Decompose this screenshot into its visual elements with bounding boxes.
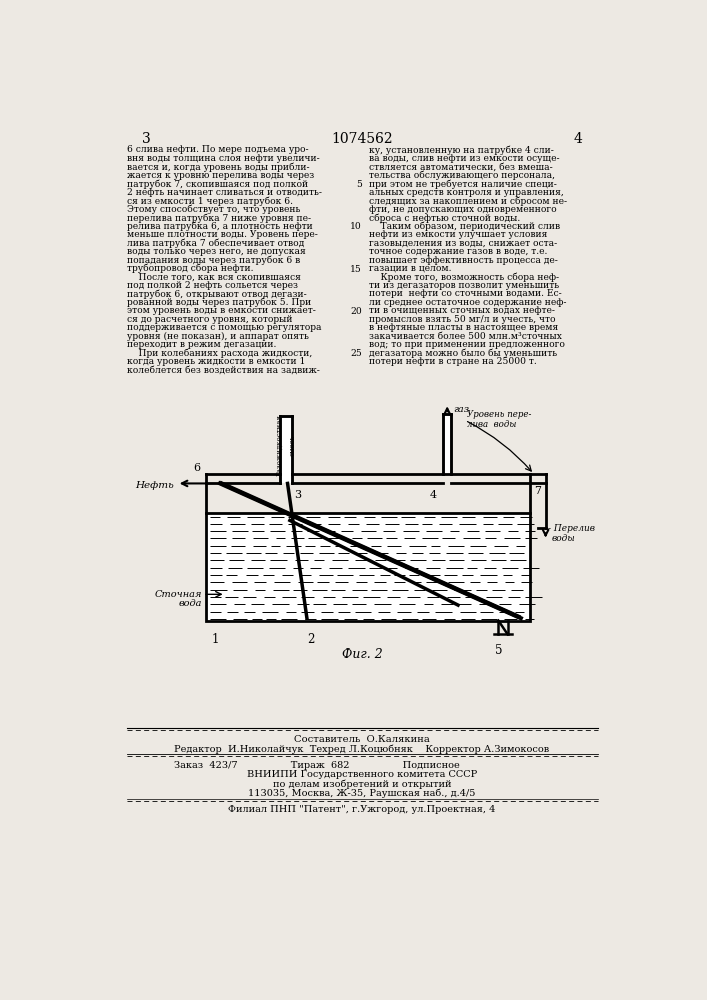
Bar [206, 513, 530, 620]
Text: по делам изобретений и открытий: по делам изобретений и открытий [273, 779, 451, 789]
Text: потери нефти в стране на 25000 т.: потери нефти в стране на 25000 т. [369, 357, 537, 366]
Text: под полкой 2 нефть сольется через: под полкой 2 нефть сольется через [127, 281, 298, 290]
Text: повышает эффективность процесса де-: повышает эффективность процесса де- [369, 256, 558, 265]
Text: 1: 1 [212, 633, 219, 646]
Text: 25: 25 [350, 349, 362, 358]
Text: ти в очищенных сточных водах нефте-: ти в очищенных сточных водах нефте- [369, 306, 555, 315]
Text: патрубок 6, открывают отвод дегази-: патрубок 6, открывают отвод дегази- [127, 289, 307, 299]
Text: рованной воды через патрубок 5. При: рованной воды через патрубок 5. При [127, 298, 311, 307]
Text: воды: воды [552, 534, 575, 543]
Text: Составитель  О.Калякина: Составитель О.Калякина [294, 735, 430, 744]
Text: уровня (не показан), и аппарат опять: уровня (не показан), и аппарат опять [127, 332, 309, 341]
Text: ВНИИПИ Государственного комитета СССР: ВНИИПИ Государственного комитета СССР [247, 770, 477, 779]
Text: Кроме того, возможность сбора неф-: Кроме того, возможность сбора неф- [369, 272, 559, 282]
Text: 5: 5 [496, 644, 503, 657]
Text: 113035, Москва, Ж-35, Раушская наб., д.4/5: 113035, Москва, Ж-35, Раушская наб., д.4… [248, 788, 476, 798]
Text: Заказ  423/7                 Тираж  682                 Подписное: Заказ 423/7 Тираж 682 Подписное [174, 761, 460, 770]
Text: После того, как вся скопившаяся: После того, как вся скопившаяся [127, 272, 301, 281]
Text: вода: вода [179, 599, 202, 608]
Text: вня воды толщина слоя нефти увеличи-: вня воды толщина слоя нефти увеличи- [127, 154, 320, 163]
Bar [443, 414, 451, 474]
Text: 4: 4 [574, 132, 583, 146]
Text: Этому способствует то, что уровень: Этому способствует то, что уровень [127, 205, 300, 214]
Text: потери  нефти со сточными водами. Ес-: потери нефти со сточными водами. Ес- [369, 289, 561, 298]
Text: Филиал ПНП "Патент", г.Ужгород, ул.Проектная, 4: Филиал ПНП "Патент", г.Ужгород, ул.Проек… [228, 805, 496, 814]
Text: 2: 2 [307, 633, 315, 646]
Text: попадания воды через патрубок 6 в: попадания воды через патрубок 6 в [127, 256, 300, 265]
Text: смесь: смесь [289, 435, 297, 456]
Text: 5: 5 [356, 180, 362, 189]
Text: ку, установленную на патрубке 4 сли-: ку, установленную на патрубке 4 сли- [369, 145, 554, 155]
Text: трубопровод сбора нефти.: трубопровод сбора нефти. [127, 264, 254, 273]
Text: При колебаниях расхода жидкости,: При колебаниях расхода жидкости, [127, 349, 312, 358]
Text: 4: 4 [430, 490, 437, 500]
Text: газации в целом.: газации в целом. [369, 264, 452, 273]
Text: сброса с нефтью сточной воды.: сброса с нефтью сточной воды. [369, 213, 520, 223]
Text: дегазатора можно было бы уменьшить: дегазатора можно было бы уменьшить [369, 349, 557, 358]
Text: 15: 15 [350, 265, 362, 274]
Text: когда уровень жидкости в емкости 1: когда уровень жидкости в емкости 1 [127, 357, 305, 366]
Text: ти из дегазаторов позволит уменьшить: ти из дегазаторов позволит уменьшить [369, 281, 559, 290]
Text: ствляется автоматически, без вмеша-: ствляется автоматически, без вмеша- [369, 162, 553, 171]
Text: точное содержание газов в воде, т.е.: точное содержание газов в воде, т.е. [369, 247, 547, 256]
Text: промыслов взять 50 мг/л и учесть, что: промыслов взять 50 мг/л и учесть, что [369, 315, 556, 324]
Text: 20: 20 [350, 307, 362, 316]
Text: 6: 6 [193, 463, 200, 473]
Text: вается и, когда уровень воды прибли-: вается и, когда уровень воды прибли- [127, 162, 310, 172]
Text: нефти из емкости улучшает условия: нефти из емкости улучшает условия [369, 230, 547, 239]
Text: лива  воды: лива воды [467, 420, 516, 429]
Text: Сточная: Сточная [155, 590, 202, 599]
Text: ва воды, слив нефти из емкости осуще-: ва воды, слив нефти из емкости осуще- [369, 154, 559, 163]
Text: 1074562: 1074562 [331, 132, 393, 146]
Text: газовыделения из воды, снижает оста-: газовыделения из воды, снижает оста- [369, 239, 557, 248]
Text: - Перелив: - Перелив [548, 524, 595, 533]
Text: тельства обслуживающего персонала,: тельства обслуживающего персонала, [369, 171, 555, 180]
Text: перелива патрубка 7 ниже уровня пе-: перелива патрубка 7 ниже уровня пе- [127, 213, 311, 223]
Text: 3: 3 [142, 132, 151, 146]
Text: фти, не допускающих одновременного: фти, не допускающих одновременного [369, 205, 556, 214]
Text: 2 нефть начинает сливаться и отводить-: 2 нефть начинает сливаться и отводить- [127, 188, 322, 197]
Text: 10: 10 [350, 222, 362, 231]
Text: переходит в режим дегазации.: переходит в режим дегазации. [127, 340, 276, 349]
Text: закачивается более 500 млн.м³сточных: закачивается более 500 млн.м³сточных [369, 332, 562, 341]
Text: Таким образом, периодический слив: Таким образом, периодический слив [369, 222, 560, 231]
Text: в нефтяные пласты в настоящее время: в нефтяные пласты в настоящее время [369, 323, 558, 332]
Text: этом уровень воды в емкости снижает-: этом уровень воды в емкости снижает- [127, 306, 316, 315]
Text: вод; то при применении предложенного: вод; то при применении предложенного [369, 340, 565, 349]
Text: следящих за накоплением и сбросом не-: следящих за накоплением и сбросом не- [369, 196, 567, 206]
Text: Уровень пере-: Уровень пере- [467, 410, 531, 419]
Text: меньше плотности воды. Уровень пере-: меньше плотности воды. Уровень пере- [127, 230, 318, 239]
Text: воды только через него, не допуская: воды только через него, не допуская [127, 247, 306, 256]
Text: 6 слива нефти. По мере подъема уро-: 6 слива нефти. По мере подъема уро- [127, 145, 309, 154]
Text: колеблется без воздействия на задвиж-: колеблется без воздействия на задвиж- [127, 366, 320, 375]
Text: лива патрубка 7 обеспечивает отвод: лива патрубка 7 обеспечивает отвод [127, 239, 305, 248]
Bar [280, 416, 292, 483]
Text: 7: 7 [534, 486, 541, 496]
Text: альных средств контроля и управления,: альных средств контроля и управления, [369, 188, 563, 197]
Text: патрубок 7, скопившаяся под полкой: патрубок 7, скопившаяся под полкой [127, 179, 308, 189]
Text: газ: газ [453, 405, 469, 414]
Text: жается к уровню перелива воды через: жается к уровню перелива воды через [127, 171, 315, 180]
Text: поддерживается с помощью регулятора: поддерживается с помощью регулятора [127, 323, 322, 332]
Bar [206, 513, 530, 620]
Text: Редактор  И.Николайчук  Техред Л.Коцюбняк    Корректор А.Зимокосов: Редактор И.Николайчук Техред Л.Коцюбняк … [175, 744, 549, 754]
Text: ся до расчетного уровня, который: ся до расчетного уровня, который [127, 315, 293, 324]
Text: релива патрубка 6, а плотность нефти: релива патрубка 6, а плотность нефти [127, 222, 313, 231]
Text: Фиг. 2: Фиг. 2 [341, 648, 382, 661]
Text: при этом не требуется наличие специ-: при этом не требуется наличие специ- [369, 179, 557, 189]
Text: ли среднее остаточное содержание неф-: ли среднее остаточное содержание неф- [369, 298, 566, 307]
Text: Газожидкостная: Газожидкостная [275, 414, 283, 476]
Text: Нефть: Нефть [135, 481, 174, 490]
Text: ся из емкости 1 через патрубок 6.: ся из емкости 1 через патрубок 6. [127, 196, 293, 206]
Text: 3: 3 [295, 490, 302, 500]
